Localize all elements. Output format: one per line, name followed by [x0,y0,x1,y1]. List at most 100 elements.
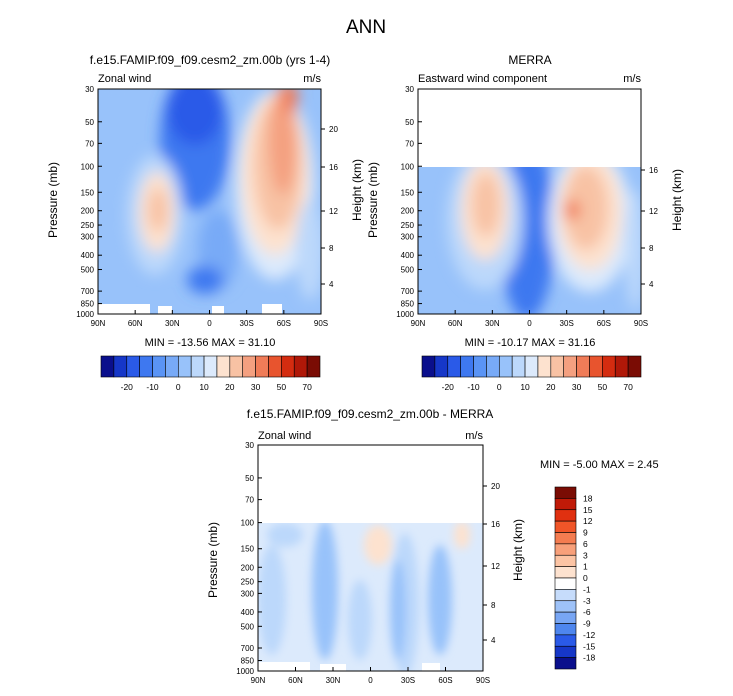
colorbar-label: 3 [583,550,588,560]
latitude-tick-label: 90S [314,319,328,328]
height-tick-label: 8 [649,244,654,253]
colorbar-swatch [554,486,577,499]
colorbar-swatch [421,355,436,378]
colorbar-swatch [554,554,577,567]
colorbar-swatch [627,355,642,378]
colorbar-label: -1 [583,584,591,594]
panel2-right-label: m/s [623,73,641,85]
pressure-tick-label: 300 [401,233,415,242]
height-tick-label: 20 [329,125,338,134]
pressure-tick-label: 50 [245,474,254,483]
colorbar-swatch [434,355,449,378]
latitude-tick-label: 90S [634,319,648,328]
pressure-tick-label: 100 [81,162,95,171]
panel1-contour-field [98,89,321,314]
pressure-tick-label: 70 [405,139,414,148]
pressure-tick-label: 200 [81,207,95,216]
colorbar-swatch [126,355,140,378]
pressure-tick-label: 500 [401,266,415,275]
colorbar-swatch [554,600,577,613]
latitude-tick-label: 60S [597,319,611,328]
pressure-tick-label: 30 [85,85,94,94]
colorbar-label: -12 [583,630,596,640]
colorbar-label: 10 [199,382,209,392]
pressure-tick-label: 1000 [236,667,254,676]
colorbar-swatch [165,355,179,378]
colorbar-label: 30 [251,382,261,392]
height-tick-label: 4 [649,280,654,289]
latitude-tick-label: 30S [240,319,254,328]
height-tick-label: 12 [491,562,500,571]
pressure-tick-label: 400 [241,608,255,617]
panel3-ylabel-right: Height (km) [511,519,525,581]
pressure-tick-label: 850 [81,300,95,309]
height-tick-label: 16 [491,520,500,529]
panel2-title: MERRA [508,53,551,67]
panel1-ylabel-right: Height (km) [350,159,364,221]
colorbar-label: -15 [583,641,596,651]
colorbar-swatch [563,355,577,378]
colorbar-swatch [486,355,500,378]
height-tick-label: 16 [649,166,658,175]
colorbar-label: 12 [583,516,593,526]
colorbar-swatch [554,532,577,545]
colorbar-merra: -20 -10 0 10 20 30 50 70 [421,355,642,392]
colorbar-swatch [293,355,308,378]
colorbar-swatch [216,355,231,378]
panel3-title: f.e15.FAMIP.f09_f09.cesm2_zm.00b - MERRA [247,407,494,421]
panel2-axes: 30 50 70 100 150 200 250 300 400 500 700 850100090N… [396,85,658,328]
pressure-tick-label: 50 [405,118,414,127]
pressure-tick-label: 850 [241,657,255,666]
panel-difference: f.e15.FAMIP.f09_f09.cesm2_zm.00b - MERRA… [206,407,659,685]
pressure-tick-label: 500 [241,622,255,631]
colorbar-swatch [554,577,577,590]
colorbar-label: -18 [583,653,596,663]
latitude-tick-label: 30S [401,676,415,685]
latitude-tick-label: 60N [288,676,303,685]
height-tick-label: 16 [329,163,338,172]
panel3-left-label: Zonal wind [258,430,311,442]
colorbar-swatch [203,355,218,378]
panel2-ylabel-right: Height (km) [670,169,684,231]
latitude-tick-label: 30N [165,319,180,328]
colorbar-label: 0 [176,382,181,392]
latitude-tick-label: 90N [411,319,426,328]
latitude-tick-label: 30S [560,319,574,328]
panel2-left-label: Eastward wind component [418,73,547,85]
latitude-tick-label: 90S [476,676,490,685]
pressure-tick-label: 1000 [396,310,414,319]
pressure-tick-label: 700 [241,644,255,653]
latitude-tick-label: 60S [277,319,291,328]
colorbar-swatch [511,355,526,378]
colorbar-label: 15 [583,505,593,515]
pressure-tick-label: 400 [401,251,415,260]
latitude-tick-label: 90N [91,319,106,328]
pressure-tick-label: 70 [245,496,254,505]
height-tick-label: 12 [649,207,658,216]
colorbar-swatch [554,543,577,556]
pressure-tick-label: 250 [241,578,255,587]
colorbar-swatch [554,645,577,658]
height-tick-label: 8 [491,601,496,610]
colorbar-swatch [473,355,487,378]
colorbar-swatch [554,623,577,636]
colorbar-swatch [554,657,577,670]
colorbar-swatch [554,589,577,602]
colorbar-swatch [554,611,577,624]
pressure-tick-label: 250 [401,221,415,230]
pressure-tick-label: 70 [85,139,94,148]
colorbar-swatch [229,355,244,378]
latitude-tick-label: 30N [485,319,500,328]
colorbar-label: 20 [225,382,235,392]
panel-merra: MERRA Eastward wind component m/s 30 50 70… [366,53,684,349]
colorbar-label: 0 [583,573,588,583]
panel1-axes: 305070100150200250300400500700850100090N… [76,85,338,328]
panel3-stats: MIN = -5.00 MAX = 2.45 [540,459,659,471]
colorbar-swatch [242,355,256,378]
colorbar-swatch [190,355,205,378]
colorbar-swatch [589,355,603,378]
colorbar-label: 10 [520,382,530,392]
colorbar-swatch [498,355,513,378]
colorbar-swatch [537,355,552,378]
